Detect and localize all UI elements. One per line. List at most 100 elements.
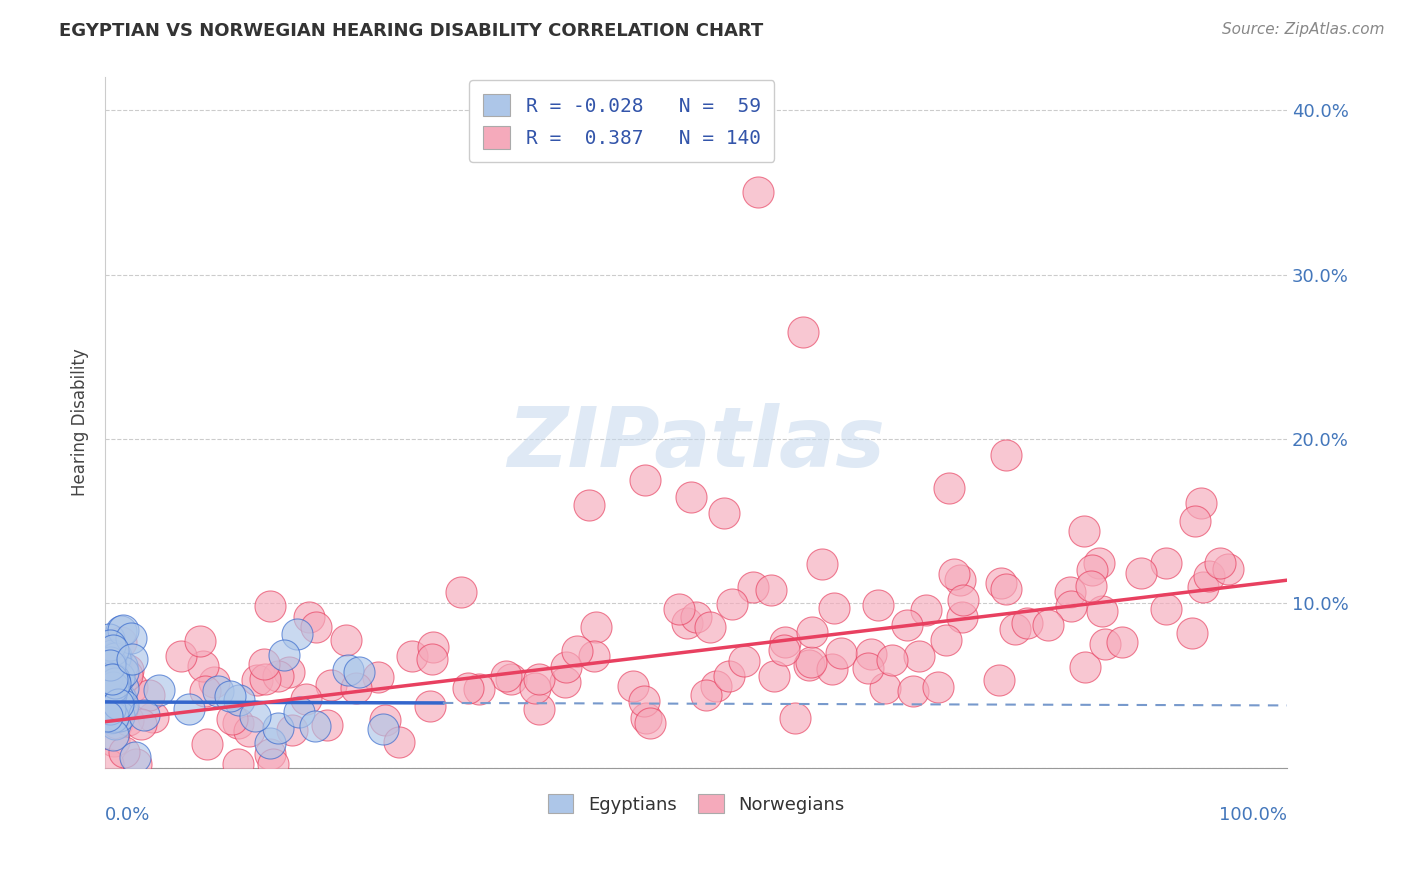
- Point: [1181, 626, 1204, 640]
- Point: [1184, 514, 1206, 528]
- Point: [101, 672, 124, 686]
- Point: [97, 692, 120, 706]
- Point: [994, 449, 1017, 463]
- Point: [191, 658, 214, 673]
- Point: [101, 677, 124, 691]
- Point: [676, 616, 699, 631]
- Point: [367, 670, 389, 684]
- Point: [908, 648, 931, 663]
- Point: [142, 710, 165, 724]
- Point: [107, 690, 129, 705]
- Point: [578, 498, 600, 512]
- Point: [419, 699, 441, 714]
- Point: [103, 706, 125, 721]
- Point: [987, 673, 1010, 687]
- Point: [742, 580, 765, 594]
- Point: [101, 728, 124, 742]
- Point: [374, 713, 396, 727]
- Point: [1038, 618, 1060, 632]
- Point: [96, 659, 118, 673]
- Point: [254, 672, 277, 686]
- Point: [773, 634, 796, 648]
- Point: [554, 660, 576, 674]
- Point: [148, 683, 170, 698]
- Point: [524, 681, 547, 695]
- Text: 0.0%: 0.0%: [105, 805, 150, 823]
- Point: [638, 716, 661, 731]
- Point: [202, 675, 225, 690]
- Point: [699, 620, 721, 634]
- Point: [1216, 562, 1239, 576]
- Point: [294, 692, 316, 706]
- Point: [103, 672, 125, 686]
- Point: [344, 681, 367, 695]
- Point: [1060, 599, 1083, 614]
- Point: [875, 681, 897, 695]
- Point: [621, 679, 644, 693]
- Point: [763, 669, 786, 683]
- Point: [830, 646, 852, 660]
- Point: [111, 658, 134, 673]
- Point: [226, 757, 249, 772]
- Point: [97, 692, 120, 706]
- Y-axis label: Hearing Disability: Hearing Disability: [72, 349, 89, 497]
- Point: [420, 652, 443, 666]
- Point: [105, 656, 128, 670]
- Point: [527, 673, 550, 687]
- Point: [792, 325, 814, 339]
- Point: [288, 705, 311, 719]
- Point: [860, 647, 883, 661]
- Point: [1189, 496, 1212, 510]
- Point: [129, 717, 152, 731]
- Point: [583, 648, 606, 663]
- Point: [785, 711, 807, 725]
- Point: [267, 722, 290, 736]
- Point: [97, 690, 120, 704]
- Point: [994, 582, 1017, 596]
- Point: [267, 669, 290, 683]
- Point: [121, 652, 143, 666]
- Point: [1080, 579, 1102, 593]
- Text: ZIPatlas: ZIPatlas: [508, 403, 886, 483]
- Point: [1154, 556, 1177, 570]
- Point: [226, 715, 249, 730]
- Point: [373, 723, 395, 737]
- Text: Source: ZipAtlas.com: Source: ZipAtlas.com: [1222, 22, 1385, 37]
- Point: [799, 657, 821, 672]
- Point: [96, 709, 118, 723]
- Point: [111, 665, 134, 680]
- Point: [565, 644, 588, 658]
- Point: [104, 717, 127, 731]
- Point: [273, 648, 295, 663]
- Point: [304, 719, 326, 733]
- Point: [280, 723, 302, 737]
- Point: [246, 673, 269, 687]
- Point: [98, 639, 121, 653]
- Point: [499, 672, 522, 686]
- Point: [717, 669, 740, 683]
- Point: [679, 490, 702, 504]
- Point: [107, 709, 129, 723]
- Point: [821, 662, 844, 676]
- Point: [305, 620, 328, 634]
- Point: [207, 683, 229, 698]
- Point: [97, 757, 120, 772]
- Point: [103, 709, 125, 723]
- Point: [117, 668, 139, 682]
- Point: [100, 711, 122, 725]
- Point: [101, 710, 124, 724]
- Point: [104, 676, 127, 690]
- Point: [1081, 563, 1104, 577]
- Point: [759, 582, 782, 597]
- Point: [120, 632, 142, 646]
- Point: [101, 648, 124, 662]
- Point: [111, 681, 134, 695]
- Point: [98, 657, 121, 672]
- Point: [100, 656, 122, 670]
- Point: [1192, 581, 1215, 595]
- Point: [219, 689, 242, 703]
- Point: [811, 557, 834, 571]
- Point: [721, 597, 744, 611]
- Point: [107, 697, 129, 711]
- Point: [100, 687, 122, 701]
